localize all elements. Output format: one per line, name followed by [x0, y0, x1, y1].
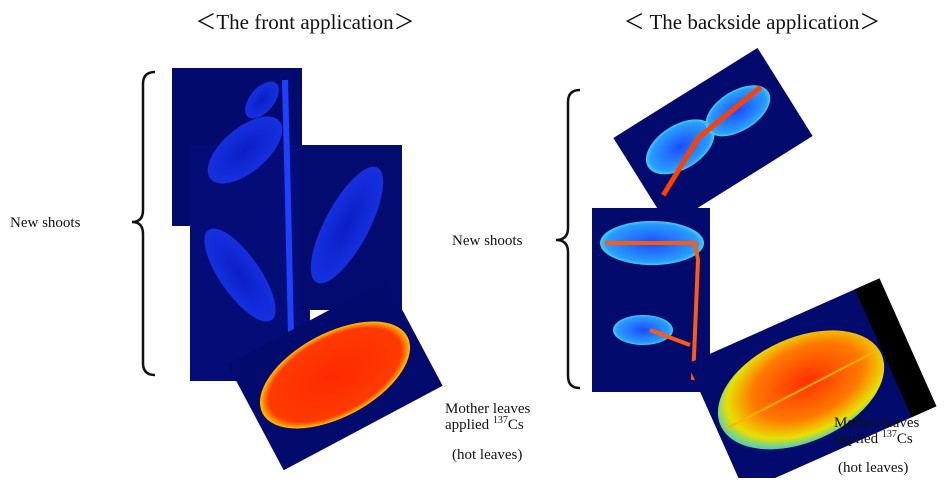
figure: ＜The front application＞ New shoots Mothe…	[0, 0, 948, 478]
bracket	[556, 90, 580, 388]
mother-label: Mother leaves	[834, 415, 920, 431]
page: {"panels": [ {"title": "＜The front appli…	[0, 0, 948, 478]
mother-label: applied 137Cs	[445, 415, 524, 433]
isotope-mass: 137	[882, 429, 897, 440]
panel-title: ＜ The backside application＞	[624, 10, 881, 34]
front-images	[172, 68, 443, 470]
element: Cs	[897, 431, 913, 447]
applied: applied	[445, 417, 493, 433]
new-shoots-label: New shoots	[10, 215, 81, 231]
backside-images	[592, 48, 936, 478]
new-shoots-label: New shoots	[452, 233, 523, 249]
isotope-mass: 137	[493, 415, 508, 426]
mother-label: Mother leaves	[445, 401, 531, 417]
bracket	[132, 72, 155, 375]
applied: applied	[834, 431, 882, 447]
mother-label: applied 137Cs	[834, 429, 913, 447]
note: (hot leaves)	[452, 447, 522, 463]
element: Cs	[508, 417, 524, 433]
note: (hot leaves)	[838, 460, 908, 476]
panel-title: ＜The front application＞	[195, 10, 414, 34]
